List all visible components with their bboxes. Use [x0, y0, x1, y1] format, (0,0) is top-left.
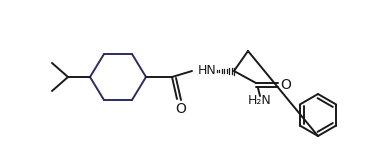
Text: O: O	[281, 78, 291, 92]
Text: HN: HN	[198, 63, 217, 76]
Text: H₂N: H₂N	[248, 95, 272, 108]
Text: O: O	[176, 102, 187, 116]
